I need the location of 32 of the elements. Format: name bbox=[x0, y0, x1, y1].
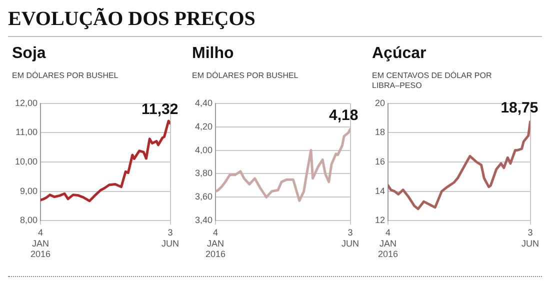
chart-title: Milho bbox=[192, 45, 235, 64]
y-tick-label: 3,40 bbox=[194, 215, 213, 226]
x-tick-label: 3 JUN bbox=[522, 227, 539, 248]
x-tick-label: 4 JAN 2016 bbox=[378, 227, 398, 260]
y-tick-label: 8,00 bbox=[20, 215, 38, 226]
chart-subtitle: EM CENTAVOS DE DÓLAR POR LIBRA–PESO bbox=[372, 71, 493, 92]
y-tick-label: 14 bbox=[374, 186, 386, 196]
text: EVOLUÇÃO DOS PREÇOS bbox=[8, 8, 256, 30]
chart-title: Soja bbox=[12, 45, 47, 64]
y-tick-label: 20 bbox=[374, 98, 386, 108]
y-tick-label: 16 bbox=[374, 156, 386, 166]
chart-subtitle: EM DÓLARES POR BUSHEL bbox=[12, 71, 120, 82]
chart-title: Açúcar bbox=[372, 45, 428, 64]
y-tick-label: 9,00 bbox=[20, 186, 38, 196]
chart-subtitle: EM DÓLARES POR BUSHEL bbox=[192, 71, 300, 82]
y-tick-label: 10,00 bbox=[14, 156, 38, 166]
y-tick-label: 4,40 bbox=[194, 98, 213, 108]
y-tick-label: 18 bbox=[374, 127, 386, 138]
annotation: 11,32 bbox=[142, 100, 178, 118]
y-tick-label: 3,80 bbox=[194, 168, 213, 178]
y-tick-label: 4,20 bbox=[194, 121, 213, 132]
y-tick-label: 4,00 bbox=[194, 144, 213, 155]
y-tick-label: 3,60 bbox=[194, 192, 213, 202]
x-tick-label: 4 JAN 2016 bbox=[30, 227, 51, 260]
y-tick-label: 12,00 bbox=[14, 98, 38, 108]
x-tick-label: 4 JAN 2016 bbox=[206, 227, 226, 260]
annotation: 18,75 bbox=[500, 99, 538, 116]
y-tick-label: 11,00 bbox=[16, 127, 38, 138]
x-tick-label: 3 JUN bbox=[342, 227, 359, 248]
x-tick-label: 3 JUN bbox=[162, 227, 179, 248]
y-tick-label: 12 bbox=[374, 215, 386, 226]
annotation: 4,18 bbox=[329, 106, 358, 124]
